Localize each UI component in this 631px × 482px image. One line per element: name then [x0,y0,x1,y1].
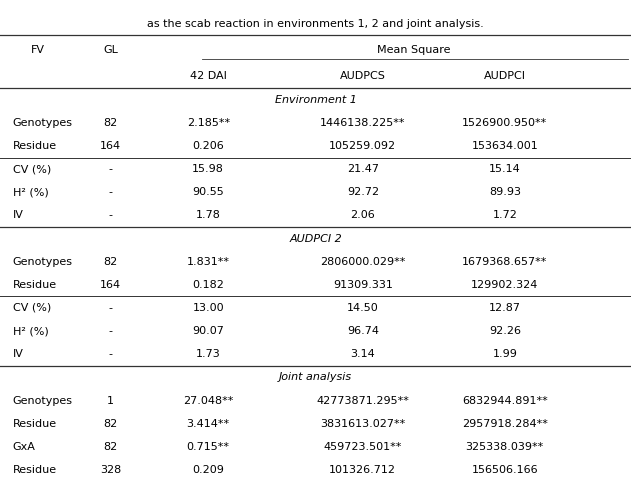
Text: 27.048**: 27.048** [183,396,233,405]
Text: AUDPCI: AUDPCI [484,71,526,81]
Text: 96.74: 96.74 [347,326,379,336]
Text: 0.206: 0.206 [192,141,224,151]
Text: 2.185**: 2.185** [187,118,230,128]
Text: Genotypes: Genotypes [13,118,73,128]
Text: Mean Square: Mean Square [377,45,450,54]
Text: 0.209: 0.209 [192,465,224,475]
Text: GL: GL [103,45,118,54]
Text: AUDPCS: AUDPCS [340,71,386,81]
Text: 0.182: 0.182 [192,280,224,290]
Text: H² (%): H² (%) [13,326,49,336]
Text: IV: IV [13,349,23,359]
Text: 0.715**: 0.715** [187,442,230,452]
Text: 1.72: 1.72 [492,211,517,220]
Text: 328: 328 [100,465,121,475]
Text: 92.72: 92.72 [347,187,379,197]
Text: 14.50: 14.50 [347,303,379,313]
Text: 1.831**: 1.831** [187,257,230,267]
Text: 3831613.027**: 3831613.027** [320,419,406,428]
Text: 105259.092: 105259.092 [329,141,396,151]
Text: 42773871.295**: 42773871.295** [316,396,410,405]
Text: 1526900.950**: 1526900.950** [462,118,548,128]
Text: GxA: GxA [13,442,35,452]
Text: H² (%): H² (%) [13,187,49,197]
Text: 129902.324: 129902.324 [471,280,538,290]
Text: -: - [109,211,112,220]
Text: IV: IV [13,211,23,220]
Text: -: - [109,187,112,197]
Text: 459723.501**: 459723.501** [324,442,402,452]
Text: Residue: Residue [13,419,57,428]
Text: Residue: Residue [13,465,57,475]
Text: Residue: Residue [13,280,57,290]
Text: 42 DAI: 42 DAI [190,71,227,81]
Text: CV (%): CV (%) [13,164,51,174]
Text: 1.78: 1.78 [196,211,221,220]
Text: Environment 1: Environment 1 [274,95,357,105]
Text: 21.47: 21.47 [347,164,379,174]
Text: 82: 82 [103,257,117,267]
Text: -: - [109,326,112,336]
Text: 153634.001: 153634.001 [471,141,538,151]
Text: -: - [109,303,112,313]
Text: FV: FV [31,45,45,54]
Text: 6832944.891**: 6832944.891** [462,396,548,405]
Text: 92.26: 92.26 [489,326,521,336]
Text: 3.14: 3.14 [350,349,375,359]
Text: 2806000.029**: 2806000.029** [320,257,406,267]
Text: Genotypes: Genotypes [13,396,73,405]
Text: 1: 1 [107,396,114,405]
Text: AUDPCI 2: AUDPCI 2 [289,234,342,243]
Text: 91309.331: 91309.331 [333,280,392,290]
Text: 1.99: 1.99 [492,349,517,359]
Text: 1679368.657**: 1679368.657** [462,257,548,267]
Text: 82: 82 [103,442,117,452]
Text: 2957918.284**: 2957918.284** [462,419,548,428]
Text: 82: 82 [103,419,117,428]
Text: 1.73: 1.73 [196,349,221,359]
Text: 101326.712: 101326.712 [329,465,396,475]
Text: 82: 82 [103,118,117,128]
Text: 12.87: 12.87 [489,303,521,313]
Text: -: - [109,164,112,174]
Text: 164: 164 [100,280,121,290]
Text: 15.14: 15.14 [489,164,521,174]
Text: 2.06: 2.06 [350,211,375,220]
Text: CV (%): CV (%) [13,303,51,313]
Text: 13.00: 13.00 [192,303,224,313]
Text: 3.414**: 3.414** [187,419,230,428]
Text: 15.98: 15.98 [192,164,224,174]
Text: 89.93: 89.93 [489,187,521,197]
Text: 164: 164 [100,141,121,151]
Text: 90.07: 90.07 [192,326,224,336]
Text: Joint analysis: Joint analysis [279,373,352,382]
Text: -: - [109,349,112,359]
Text: Genotypes: Genotypes [13,257,73,267]
Text: 1446138.225**: 1446138.225** [320,118,406,128]
Text: 90.55: 90.55 [192,187,224,197]
Text: as the scab reaction in environments 1, 2 and joint analysis.: as the scab reaction in environments 1, … [147,19,484,28]
Text: Residue: Residue [13,141,57,151]
Text: 325338.039**: 325338.039** [466,442,544,452]
Text: 156506.166: 156506.166 [471,465,538,475]
